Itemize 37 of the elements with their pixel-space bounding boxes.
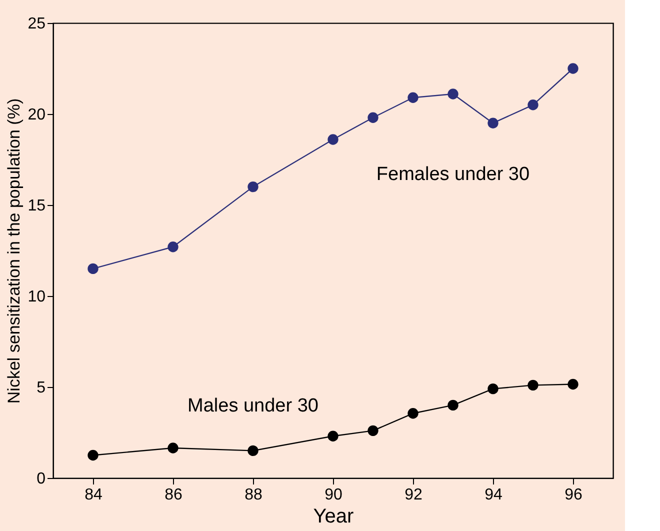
- y-tick-label: 25: [28, 16, 46, 32]
- point: [448, 88, 458, 100]
- point: [88, 263, 98, 274]
- point: [528, 100, 538, 110]
- x-tick-label: 90: [324, 486, 342, 504]
- x-tick-label: 86: [164, 486, 182, 504]
- point: [448, 400, 458, 411]
- point: [408, 408, 418, 419]
- point: [568, 378, 578, 390]
- y-tick-label: 0: [36, 470, 46, 488]
- point: [328, 430, 338, 442]
- x-tick-label: 92: [404, 486, 422, 504]
- y-tick-label: 5: [36, 380, 46, 396]
- point: [528, 380, 538, 391]
- point: [168, 242, 178, 252]
- point: [368, 425, 378, 436]
- point: [368, 112, 378, 123]
- x-tick-label: 96: [564, 486, 582, 504]
- y-tick-label: 15: [28, 198, 46, 214]
- point: [88, 450, 98, 461]
- series-label: Males under 30: [188, 396, 318, 417]
- point: [408, 92, 418, 103]
- point: [568, 63, 578, 74]
- point: [168, 442, 178, 454]
- point: [488, 118, 498, 128]
- point: [248, 445, 258, 456]
- point: [488, 383, 498, 394]
- x-axis-title: Year: [313, 506, 354, 528]
- y-tick-label: 10: [28, 288, 46, 306]
- y-axis-title: Nickel sensitization in the population (%): [4, 98, 24, 404]
- text: Females under 30: [376, 164, 530, 185]
- point: [328, 134, 338, 145]
- x-tick-label: 84: [84, 486, 102, 504]
- y-tick-label: 20: [28, 106, 46, 124]
- point: [248, 181, 258, 192]
- x-tick-label: 94: [484, 486, 502, 504]
- x-tick-label: 88: [244, 486, 262, 504]
